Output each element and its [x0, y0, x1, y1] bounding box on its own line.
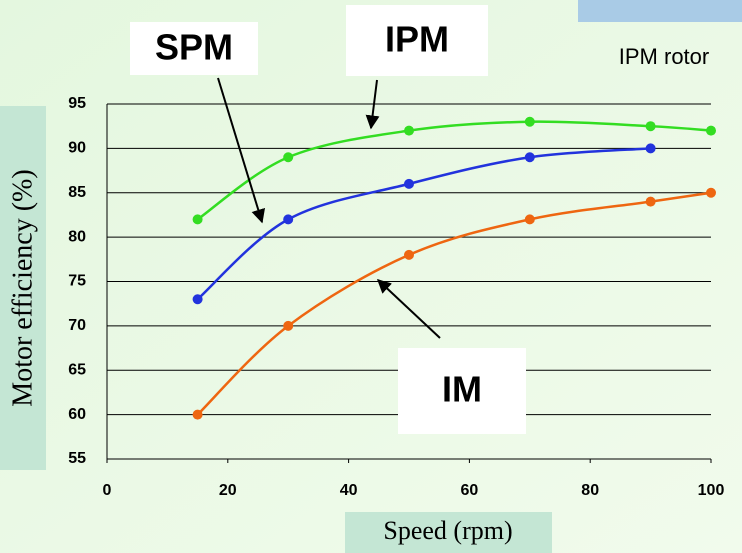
- label-box: [398, 348, 526, 434]
- data-point: [645, 196, 656, 207]
- data-point: [645, 121, 656, 132]
- x-label-box: [345, 512, 552, 553]
- annotation: IPM rotor: [619, 44, 709, 69]
- data-point: [645, 143, 656, 154]
- data-point: [524, 152, 535, 163]
- data-point: [524, 116, 535, 127]
- x-tick-label: 60: [461, 482, 479, 499]
- y-label-box: [0, 106, 46, 470]
- data-point: [192, 294, 203, 305]
- rotor-image: [578, 0, 742, 22]
- arrow: [365, 79, 380, 130]
- x-tick-label: 80: [581, 482, 599, 499]
- x-tick-label: 0: [103, 482, 112, 499]
- y-tick-label: 65: [68, 361, 86, 378]
- y-tick-label: 70: [68, 317, 86, 334]
- x-axis-label: Speed (rpm): [383, 516, 512, 545]
- y-tick-label: 60: [68, 406, 86, 423]
- x-tick-label: 40: [340, 482, 358, 499]
- data-point: [404, 178, 414, 189]
- data-point: [706, 125, 716, 136]
- x-tick-label: 20: [219, 482, 237, 499]
- data-point: [283, 320, 294, 331]
- label-box: [346, 5, 488, 76]
- y-tick-label: 55: [68, 450, 86, 467]
- y-axis-label: Motor efficiency (%): [7, 169, 38, 406]
- arrow: [376, 279, 441, 339]
- data-point: [283, 214, 294, 225]
- y-tick-label: 95: [68, 95, 86, 112]
- data-point: [524, 214, 535, 225]
- data-point: [283, 152, 294, 163]
- y-tick-label: 85: [68, 184, 86, 201]
- y-tick-label: 75: [68, 273, 86, 290]
- data-point: [404, 125, 414, 136]
- data-point: [404, 249, 414, 260]
- data-point: [192, 409, 203, 420]
- series-label: IPM: [385, 19, 449, 60]
- data-point: [192, 214, 203, 225]
- data-point: [706, 187, 716, 198]
- y-tick-label: 90: [68, 140, 86, 157]
- series-label: IM: [442, 369, 482, 410]
- series-label: SPM: [155, 27, 233, 68]
- y-tick-label: 80: [68, 228, 86, 245]
- arrow: [217, 77, 266, 224]
- x-tick-label: 100: [698, 482, 725, 499]
- label-box: [130, 22, 258, 75]
